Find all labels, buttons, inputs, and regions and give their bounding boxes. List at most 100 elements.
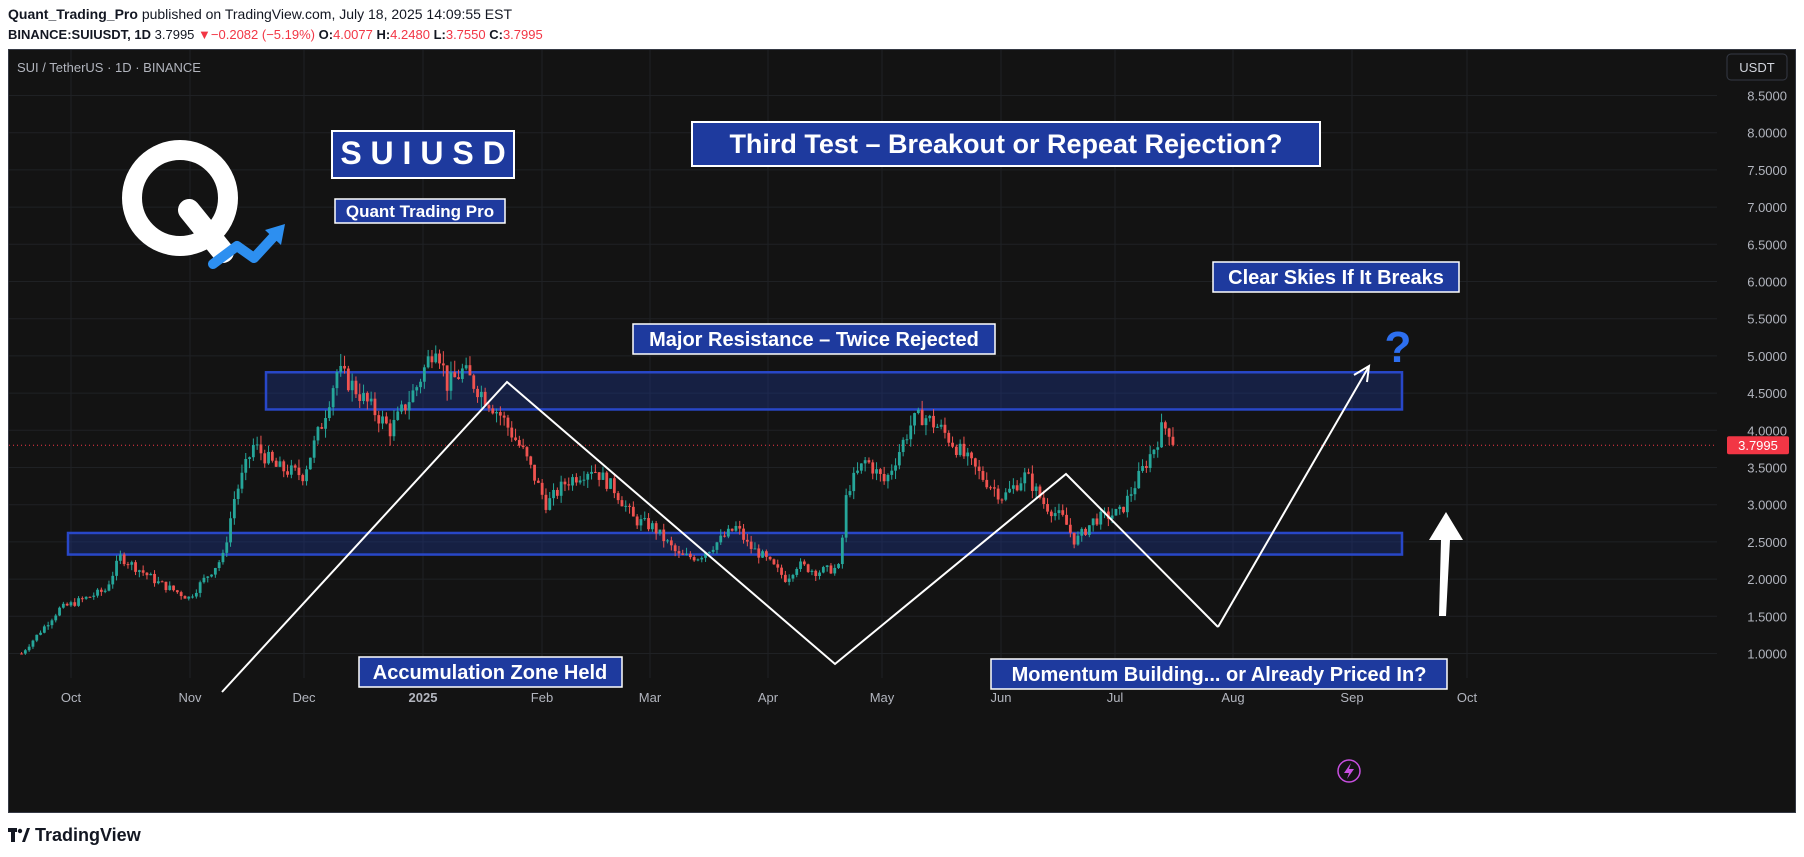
- tradingview-brand[interactable]: TradingView: [8, 825, 141, 846]
- candle-body: [958, 443, 962, 455]
- x-tick-label: Oct: [1457, 690, 1478, 705]
- candle-body: [943, 424, 947, 433]
- candle-body: [175, 590, 179, 593]
- candle-body: [506, 417, 510, 428]
- candle-body: [913, 413, 916, 426]
- candle-body: [810, 570, 814, 572]
- candle-body: [776, 564, 780, 568]
- candle-body: [365, 392, 369, 402]
- candle-body: [1011, 485, 1015, 489]
- candle-body: [194, 592, 198, 597]
- publish-line: Quant_Trading_Pro published on TradingVi…: [8, 6, 512, 22]
- candle-body: [50, 620, 54, 626]
- candle-body: [115, 560, 118, 576]
- candle-body: [483, 391, 487, 406]
- y-tick-label: 6.5000: [1747, 237, 1787, 252]
- candle-body: [1019, 483, 1023, 491]
- candle-body: [540, 482, 544, 495]
- x-tick-label: May: [870, 690, 895, 705]
- resistance-label: Major Resistance – Twice Rejected: [632, 323, 996, 355]
- published-text: published on TradingView.com, July 18, 2…: [141, 6, 513, 22]
- open-value: 4.0077: [333, 27, 373, 42]
- candle-body: [278, 461, 282, 467]
- clear-skies-text: Clear Skies If It Breaks: [1228, 267, 1444, 289]
- candle-body: [149, 573, 153, 576]
- candle-body: [107, 584, 111, 591]
- candle-body: [1072, 532, 1076, 545]
- x-tick-label: Mar: [639, 690, 662, 705]
- tradingview-label: TradingView: [35, 825, 141, 845]
- candle-body: [787, 578, 791, 582]
- candle-body: [738, 525, 742, 529]
- candle-body: [601, 472, 605, 480]
- candle-body: [240, 472, 244, 489]
- candle-body: [1084, 528, 1087, 535]
- chart-frame[interactable]: 1.0000 1.5000 2.0000 2.5000 3.0000 3.5000 4.00…: [8, 49, 1796, 813]
- candle-body: [989, 487, 992, 489]
- y-tick-label: 8.0000: [1747, 126, 1787, 141]
- candle-body: [734, 525, 738, 531]
- currency-button-label[interactable]: USDT: [1739, 60, 1774, 75]
- candle-body: [392, 419, 396, 437]
- candle-body: [400, 404, 403, 412]
- candle-body: [369, 398, 373, 402]
- candle-body: [631, 506, 635, 517]
- resistance-zone: [264, 371, 1404, 411]
- candle-body: [58, 607, 61, 616]
- candle-body: [362, 392, 365, 401]
- candle-body: [449, 372, 453, 391]
- candle-body: [472, 375, 476, 389]
- low-label: L:: [433, 27, 446, 42]
- candle-body: [320, 427, 324, 429]
- candle-body: [1133, 488, 1137, 495]
- candle-body: [909, 425, 913, 440]
- candle-body: [1091, 518, 1095, 526]
- candle-body: [916, 409, 920, 414]
- author-name[interactable]: Quant_Trading_Pro: [8, 6, 138, 22]
- currency-button-box[interactable]: [1726, 53, 1788, 81]
- candle-body: [445, 365, 449, 391]
- candle-body: [236, 488, 240, 500]
- candle-body: [255, 444, 259, 446]
- lightning-icon[interactable]: [1337, 759, 1361, 783]
- logo-tail: [178, 199, 234, 263]
- price-chart[interactable]: 1.0000 1.5000 2.0000 2.5000 3.0000 3.5000 4.00…: [9, 50, 1795, 812]
- candle-body: [639, 519, 643, 526]
- candle-body: [833, 567, 837, 574]
- candle-body: [1053, 513, 1057, 517]
- candle-body: [1137, 470, 1141, 489]
- candle-body: [422, 367, 426, 382]
- candle-body: [1129, 494, 1133, 496]
- momentum-label: Momentum Building... or Already Priced I…: [990, 658, 1448, 690]
- candle-body: [825, 565, 829, 568]
- candle-body: [597, 472, 601, 480]
- x-tick-label: 2025: [409, 690, 438, 705]
- candle-body: [354, 380, 358, 395]
- candle-body: [1125, 495, 1129, 513]
- lightning-bolt[interactable]: [1344, 763, 1354, 779]
- candle-body: [529, 456, 533, 465]
- candle-body: [643, 518, 647, 520]
- candle-body: [745, 539, 749, 542]
- candle-body: [164, 581, 168, 591]
- currency-button[interactable]: USDT: [1726, 53, 1788, 81]
- close-label: C:: [489, 27, 503, 42]
- y-tick-label: 3.0000: [1747, 498, 1787, 513]
- logo-arrow-icon: [208, 228, 282, 269]
- candle-body: [453, 372, 457, 378]
- y-axis: 1.0000 1.5000 2.0000 2.5000 3.0000 3.5000 4.00…: [1747, 89, 1787, 662]
- candle-body: [875, 469, 878, 474]
- candle-body: [901, 439, 905, 453]
- candle-body: [567, 484, 571, 486]
- candle-body: [153, 573, 156, 584]
- logo-arrowhead-icon: [265, 224, 285, 245]
- clear-skies-label: Clear Skies If It Breaks: [1212, 261, 1460, 293]
- candle-body: [806, 564, 810, 572]
- candle-body: [1144, 466, 1148, 469]
- candle-body: [761, 551, 764, 558]
- lightning-circle[interactable]: [1337, 759, 1361, 783]
- candle-body: [464, 365, 468, 369]
- candle-body: [985, 479, 989, 488]
- candle-body: [620, 500, 624, 507]
- candle-body: [552, 489, 555, 499]
